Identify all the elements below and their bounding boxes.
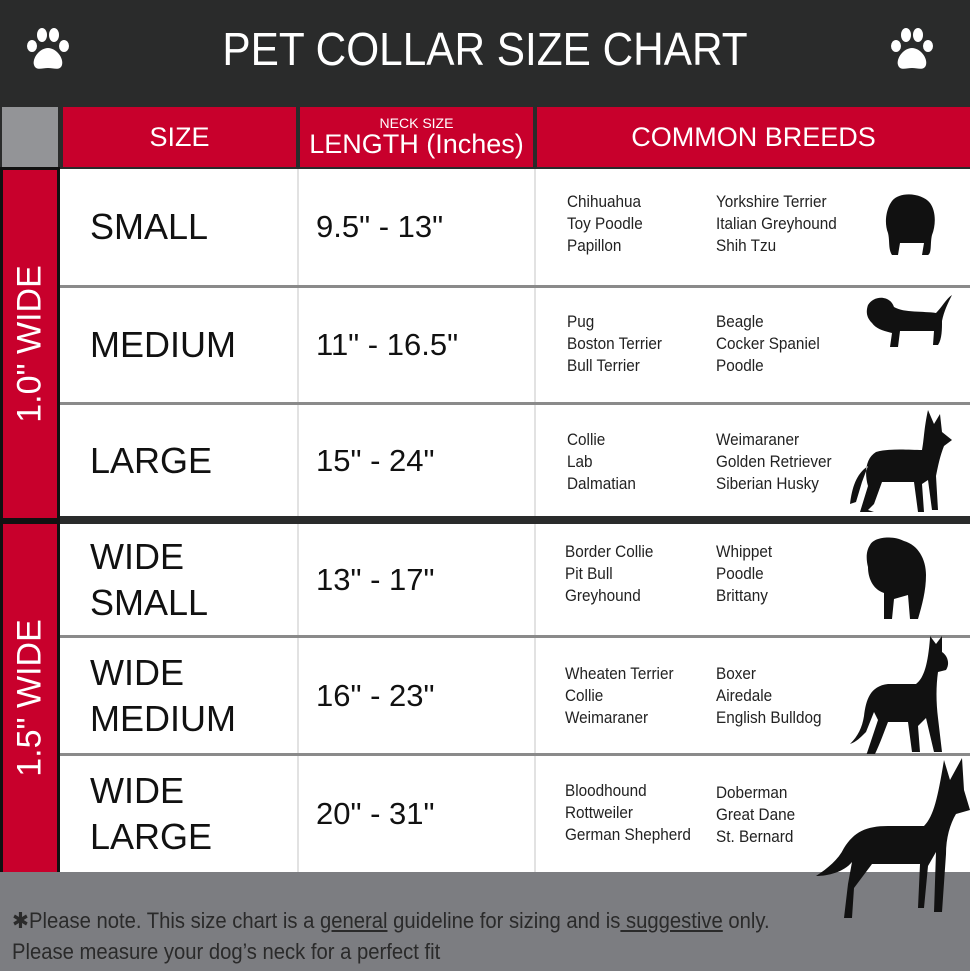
- header-breeds: COMMON BREEDS: [537, 107, 970, 167]
- dog-silhouette-icon: [850, 636, 949, 754]
- size-label: SMALL: [90, 206, 209, 247]
- size-label: MEDIUM: [90, 323, 236, 365]
- length-value: 9.5" - 13": [316, 209, 444, 244]
- footer: [0, 872, 970, 971]
- dog-silhouette-icon: [816, 758, 970, 918]
- length-value: 11" - 16.5": [316, 326, 459, 362]
- breeds-list: Wheaten Terrier Collie Weimaraner: [565, 664, 674, 727]
- breeds-list: Weimaraner Golden Retriever Siberian Husky: [716, 430, 832, 493]
- table-row: WIDE MEDIUM 16" - 23" Wheaten Terrier Colli…: [60, 638, 970, 753]
- paw-icon: [27, 28, 69, 69]
- row-divider: [60, 635, 970, 638]
- group-divider: [60, 516, 970, 524]
- row-divider: [60, 753, 970, 756]
- dog-silhouette-icon: [885, 194, 935, 255]
- breeds-list: Collie Lab Dalmatian: [567, 430, 636, 493]
- paw-icon: [891, 28, 933, 69]
- header-size: SIZE: [63, 107, 296, 167]
- breeds-list: Bloodhound Rottweiler German Shepherd: [565, 781, 691, 844]
- breeds-list: Boxer Airedale English Bulldog: [716, 664, 822, 727]
- table-row: LARGE 15" - 24" Collie Lab Dalmatian Weimar…: [60, 404, 970, 517]
- row-divider: [60, 285, 970, 288]
- table-row: MEDIUM 11" - 16.5" Pug Boston Terrier Bull …: [60, 287, 970, 402]
- breeds-list: Pug Boston Terrier Bull Terrier: [567, 312, 662, 375]
- size-label: WIDE MEDIUM: [90, 651, 236, 739]
- length-value: 15" - 24": [316, 442, 435, 478]
- table-row: WIDE SMALL 13" - 17" Border Collie Pit Bull…: [60, 525, 970, 635]
- table-row: WIDE LARGE 20" - 31" Bloodhound Rottweiler G…: [60, 756, 970, 872]
- dog-silhouette-icon: [850, 410, 952, 512]
- row-divider: [60, 402, 970, 405]
- footer-note: ✱Please note. This size chart is a gener…: [12, 908, 770, 964]
- page-title: PET COLLAR SIZE CHART: [222, 23, 748, 75]
- header-length: NECK SIZE LENGTH (Inches): [300, 107, 533, 167]
- breeds-list: Beagle Cocker Spaniel Poodle: [716, 312, 820, 375]
- group-label-1in: 1.0" WIDE: [0, 167, 60, 521]
- table-row: SMALL 9.5" - 13" Chihuahua Toy Poodle Papil…: [60, 169, 970, 285]
- size-label: WIDE LARGE: [90, 770, 213, 857]
- header-bar: PET COLLAR SIZE CHART: [0, 0, 970, 104]
- length-value: 16" - 23": [316, 677, 435, 713]
- dog-silhouette-icon: [866, 537, 926, 619]
- breeds-list: Border Collie Pit Bull Greyhound: [565, 542, 654, 605]
- breeds-list: Whippet Poodle Brittany: [716, 542, 773, 605]
- length-value: 13" - 17": [316, 562, 435, 597]
- corner-cell: [2, 107, 58, 167]
- size-label: WIDE SMALL: [90, 536, 209, 623]
- group-label-1-5in: 1.5" WIDE: [0, 521, 60, 875]
- dog-silhouette-icon: [866, 295, 952, 347]
- length-value: 20" - 31": [316, 796, 435, 831]
- size-label: LARGE: [90, 439, 213, 481]
- breeds-list: Yorkshire Terrier Italian Greyhound Shih T…: [716, 192, 837, 255]
- header-length-label: LENGTH (Inches): [309, 129, 524, 159]
- breeds-list: Chihuahua Toy Poodle Papillon: [567, 192, 643, 255]
- header-neck-size: NECK SIZE: [379, 115, 454, 131]
- breeds-list: Doberman Great Dane St. Bernard: [716, 783, 796, 846]
